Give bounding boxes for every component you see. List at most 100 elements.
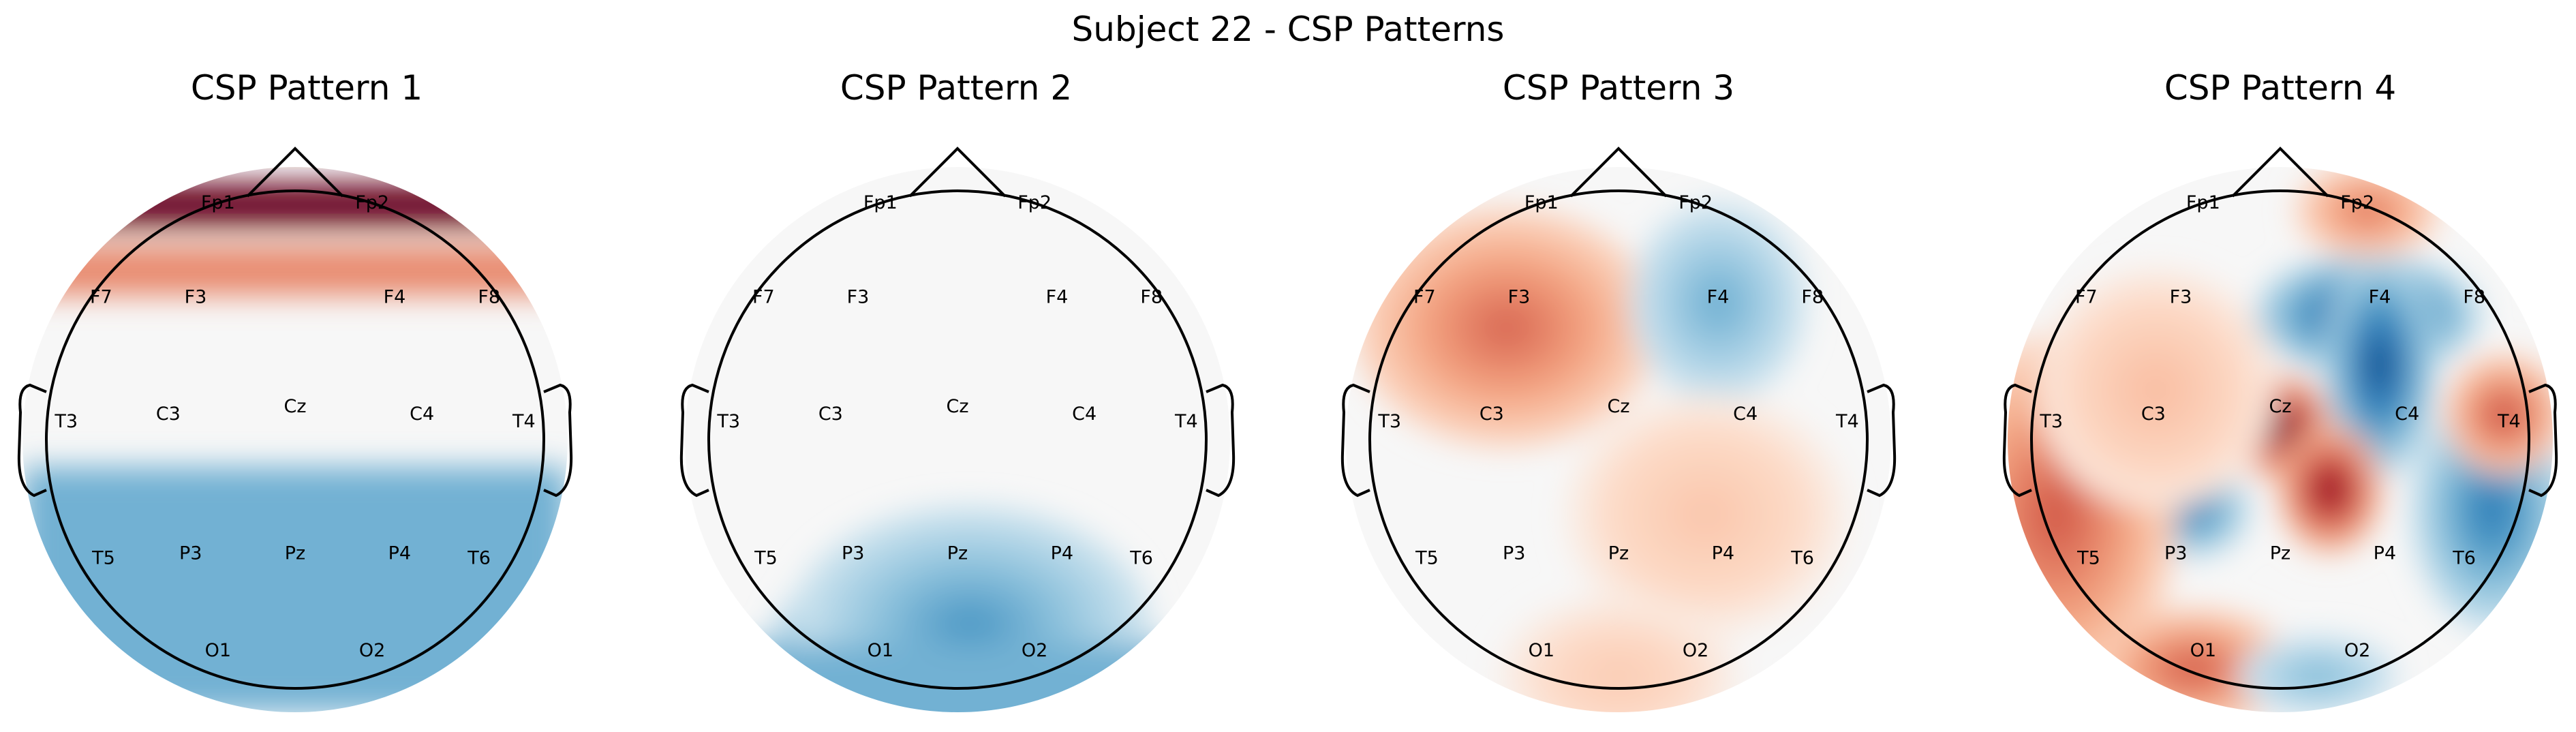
sensor-label: O1 xyxy=(205,640,231,661)
left-ear-outline xyxy=(679,383,709,498)
sensor-label: T4 xyxy=(512,411,536,432)
topomap-2: Fp1 Fp2 F7 F3 F4 F8 T3 C3 Cz C4 T4 T5 P3 Pz P4 T6 O1 O2 xyxy=(679,147,1236,712)
sensor-label: O2 xyxy=(1022,640,1047,661)
sensor-label: F3 xyxy=(1508,286,1531,307)
sensor-label: F4 xyxy=(384,286,406,307)
sensor-label: T6 xyxy=(467,548,491,569)
sensor-label: C3 xyxy=(818,403,843,425)
pattern-1-title: CSP Pattern 1 xyxy=(190,68,423,108)
sensor-label: T6 xyxy=(1129,548,1153,569)
sensor-label: C3 xyxy=(1479,403,1504,425)
sensor-label: Cz xyxy=(1607,396,1629,417)
topomap-1: Fp1 Fp2 F7 F3 F4 F8 T3 C3 Cz C4 T4 T5 P3 Pz P4 T6 O1 O2 xyxy=(17,147,573,712)
sensor-label: F8 xyxy=(1140,286,1163,307)
right-ear-outline xyxy=(2528,383,2558,498)
sensor-label: T6 xyxy=(1790,548,1814,569)
topomap-blob xyxy=(1594,660,1643,692)
pattern-4-title: CSP Pattern 4 xyxy=(2164,68,2397,108)
sensor-label: F3 xyxy=(2170,286,2192,307)
left-ear-outline xyxy=(17,383,47,498)
sensor-label: Cz xyxy=(946,396,968,417)
sensor-label: O1 xyxy=(2190,640,2216,661)
sensor-label: O1 xyxy=(868,640,893,661)
nose-outline xyxy=(1569,147,1668,198)
sensor-label: T5 xyxy=(91,548,115,569)
sensor-label: O2 xyxy=(359,640,385,661)
sensor-label: Fp2 xyxy=(2340,192,2374,213)
sensor-label: Fp1 xyxy=(2186,192,2220,213)
sensor-label: T4 xyxy=(1174,411,1198,432)
left-ear-outline xyxy=(1340,383,1370,498)
sensor-label: T6 xyxy=(2452,548,2476,569)
sensor-label: F7 xyxy=(752,286,775,307)
sensor-label: C4 xyxy=(1072,403,1097,425)
sensor-label: T5 xyxy=(754,548,778,569)
sensor-label: O1 xyxy=(1529,640,1554,661)
topomap-blob xyxy=(1700,283,1736,323)
sensor-label: C3 xyxy=(2141,403,2166,425)
sensor-label: F8 xyxy=(1801,286,1824,307)
sensor-label: Pz xyxy=(285,543,305,564)
topomap-blob xyxy=(2173,656,2213,681)
sensor-label: Pz xyxy=(947,543,968,564)
topomap-blob xyxy=(2269,416,2291,438)
sensor-label: C4 xyxy=(1733,403,1758,425)
sensor-label: P3 xyxy=(1503,543,1525,564)
head-outline xyxy=(2030,189,2530,690)
pattern-2-title: CSP Pattern 2 xyxy=(840,68,1073,108)
sensor-label: T5 xyxy=(1415,548,1439,569)
sensor-label: Fp1 xyxy=(1524,192,1559,213)
sensor-label: T5 xyxy=(2076,548,2100,569)
topomap-blob xyxy=(1677,490,1734,538)
right-ear-outline xyxy=(543,383,573,498)
sensor-label: F7 xyxy=(90,286,112,307)
sensor-label: Cz xyxy=(2269,396,2291,417)
sensor-label: P3 xyxy=(179,543,202,564)
sensor-label: T3 xyxy=(716,411,740,432)
topomap-blob xyxy=(934,602,1006,650)
nose-outline xyxy=(908,147,1007,198)
sensor-label: Fp2 xyxy=(1678,192,1713,213)
sensor-label: F4 xyxy=(1046,286,1069,307)
sensor-label: C3 xyxy=(156,403,181,425)
head-outline xyxy=(707,189,1208,690)
sensor-label: Fp2 xyxy=(355,192,389,213)
nose-outline xyxy=(246,147,344,198)
sensor-label: Pz xyxy=(2270,543,2290,564)
sensor-label: Pz xyxy=(1608,543,1629,564)
topomap-blob xyxy=(2132,365,2180,414)
topomap-field xyxy=(2008,167,2553,712)
nose-outline xyxy=(2231,147,2329,198)
sensor-label: Fp1 xyxy=(201,192,235,213)
sensor-label: P3 xyxy=(842,543,864,564)
topomap-band xyxy=(22,467,568,712)
sensor-label: F4 xyxy=(2369,286,2391,307)
sensor-label: F4 xyxy=(1707,286,1730,307)
sensor-label: Fp1 xyxy=(863,192,898,213)
left-ear-outline xyxy=(2002,383,2032,498)
sensor-label: F8 xyxy=(2463,286,2485,307)
topomap-blob xyxy=(2319,476,2341,502)
topomap-field xyxy=(22,167,568,712)
sensor-label: P4 xyxy=(1051,543,1073,564)
topomap-field xyxy=(685,167,1230,712)
right-ear-outline xyxy=(1867,383,1897,498)
sensor-label: F3 xyxy=(185,286,207,307)
head-outline xyxy=(1368,189,1869,690)
topomap-3: Fp1 Fp2 F7 F3 F4 F8 T3 C3 Cz C4 T4 T5 P3 Pz P4 T6 O1 O2 xyxy=(1340,147,1897,712)
sensor-label: T3 xyxy=(2039,411,2063,432)
sensor-label: C4 xyxy=(2395,403,2419,425)
sensor-label: T4 xyxy=(2497,411,2521,432)
sensor-label: O2 xyxy=(2344,640,2370,661)
sensor-label: F7 xyxy=(1413,286,1436,307)
topomap-blob xyxy=(2301,668,2334,684)
topomap-blob xyxy=(2475,485,2508,534)
sensor-label: Fp2 xyxy=(1017,192,1052,213)
right-ear-outline xyxy=(1206,383,1236,498)
sensor-label: F7 xyxy=(2075,286,2098,307)
sensor-label: C4 xyxy=(410,403,434,425)
topomap-blob xyxy=(2032,478,2081,551)
head-outline xyxy=(45,189,545,690)
